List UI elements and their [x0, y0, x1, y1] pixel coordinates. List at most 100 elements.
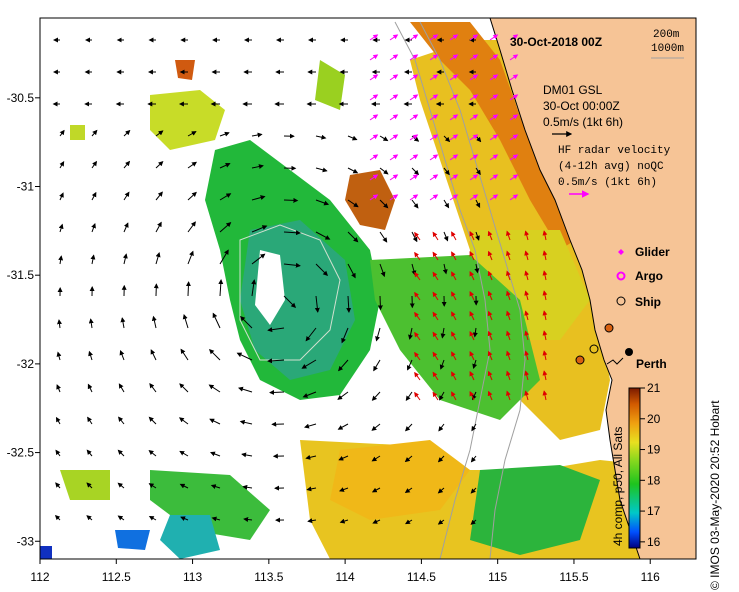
model-arrow — [405, 423, 413, 432]
model-arrow — [208, 348, 221, 361]
model-arrow — [212, 312, 221, 329]
hf-radar-arrow — [432, 231, 439, 241]
model-arrow — [123, 160, 131, 169]
model-arrow — [443, 135, 451, 143]
model-arrow — [86, 515, 93, 521]
glider-arrow — [469, 154, 479, 161]
model-arrow — [54, 514, 61, 521]
glider-arrow — [509, 194, 519, 201]
glider-arrow — [469, 174, 479, 181]
model-arrow — [475, 199, 481, 209]
model-arrow — [185, 281, 191, 297]
hf-radar-arrow — [542, 310, 548, 321]
hf-radar-arrow — [414, 231, 421, 241]
argo-symbol — [616, 271, 626, 281]
model-arrow — [283, 230, 301, 236]
glider-arrow — [369, 134, 379, 141]
model-arrow — [187, 131, 197, 137]
x-tick-label: 113.5 — [254, 570, 283, 584]
glider-arrow — [509, 174, 519, 181]
x-tick-label: 112 — [30, 570, 49, 584]
model-arrow — [180, 516, 189, 521]
hf-radar-arrow — [524, 330, 530, 341]
model-arrow — [123, 129, 131, 137]
hf-radar-arrow — [487, 290, 493, 301]
model-arrow — [120, 317, 126, 329]
model-arrow — [405, 519, 413, 525]
model-arrow — [377, 295, 383, 311]
model-arrow — [347, 263, 356, 279]
sst-contour — [239, 224, 341, 361]
glider-arrow — [509, 154, 519, 161]
model-arrow — [155, 130, 164, 137]
model-arrow — [56, 351, 62, 361]
glider-arrow — [429, 54, 439, 61]
model-arrow — [59, 161, 65, 169]
colorbar — [628, 387, 641, 549]
glider-block-line2: 30-Oct 00:00Z — [543, 99, 620, 113]
y-tick-label: -31.5 — [7, 268, 35, 282]
model-arrow — [439, 391, 445, 401]
model-arrow — [210, 451, 221, 457]
model-arrow — [315, 231, 331, 240]
glider-arrow — [429, 74, 439, 81]
model-arrow — [148, 483, 157, 489]
glider-arrow — [469, 74, 479, 81]
legend-argo: Argo — [635, 269, 663, 283]
model-arrow — [148, 515, 157, 521]
hf-radar-arrow — [506, 310, 511, 321]
model-arrow — [315, 134, 327, 140]
hf-radar-arrow — [414, 311, 421, 321]
model-arrow — [117, 482, 125, 489]
model-arrow — [187, 221, 196, 233]
model-arrow — [86, 482, 93, 489]
model-arrow — [371, 391, 381, 401]
model-arrow — [315, 263, 329, 277]
model-arrow — [283, 262, 301, 268]
hf-radar-arrow — [432, 271, 439, 281]
credit-line: © IMOS 03-May-2020 20:52 Hobart — [708, 400, 722, 590]
glider-arrow — [389, 114, 399, 121]
model-arrow — [379, 167, 389, 175]
glider-arrow — [429, 94, 439, 101]
model-arrow — [437, 519, 445, 525]
model-arrow — [375, 327, 381, 342]
hf-radar-arrow — [542, 390, 548, 401]
glider-arrow — [369, 54, 379, 61]
hf-radar-arrow — [414, 271, 421, 281]
glider-arrow — [489, 134, 499, 141]
hf-radar-arrow — [414, 251, 421, 261]
model-arrow — [437, 487, 445, 494]
y-tick-label: -32.5 — [7, 446, 35, 460]
x-axis: 112 112.5 113 113.5 114 114.5 115 115.5 116 — [30, 559, 660, 584]
glider-arrow — [449, 114, 459, 121]
glider-arrow — [389, 154, 399, 161]
model-arrow — [155, 191, 163, 201]
hf-radar-arrow — [487, 350, 493, 361]
model-arrow — [242, 484, 253, 490]
hf-radar-arrow — [524, 370, 530, 381]
hf-radar-arrow — [451, 331, 457, 341]
glider-arrow — [369, 94, 379, 101]
hf-radar-arrow — [524, 230, 530, 241]
colorbar-tick-label: 17 — [647, 504, 661, 518]
model-arrow — [218, 279, 224, 297]
glider-arrow — [409, 154, 419, 161]
hf-radar-arrow — [506, 390, 511, 401]
hf-radar-arrow — [432, 351, 439, 361]
model-arrow — [439, 359, 445, 370]
model-arrow — [91, 222, 96, 233]
model-arrow — [91, 191, 97, 201]
model-arrow — [179, 383, 189, 393]
model-arrow — [251, 164, 264, 169]
hf-radar-arrow — [542, 290, 548, 301]
glider-arrow — [389, 94, 399, 101]
hf-radar-arrow — [469, 350, 475, 361]
model-arrow — [373, 359, 381, 372]
sst-layer — [40, 18, 696, 559]
model-arrow — [219, 131, 230, 137]
model-arrow — [404, 455, 413, 463]
glider-arrow — [509, 134, 519, 141]
model-arrow — [443, 199, 450, 209]
